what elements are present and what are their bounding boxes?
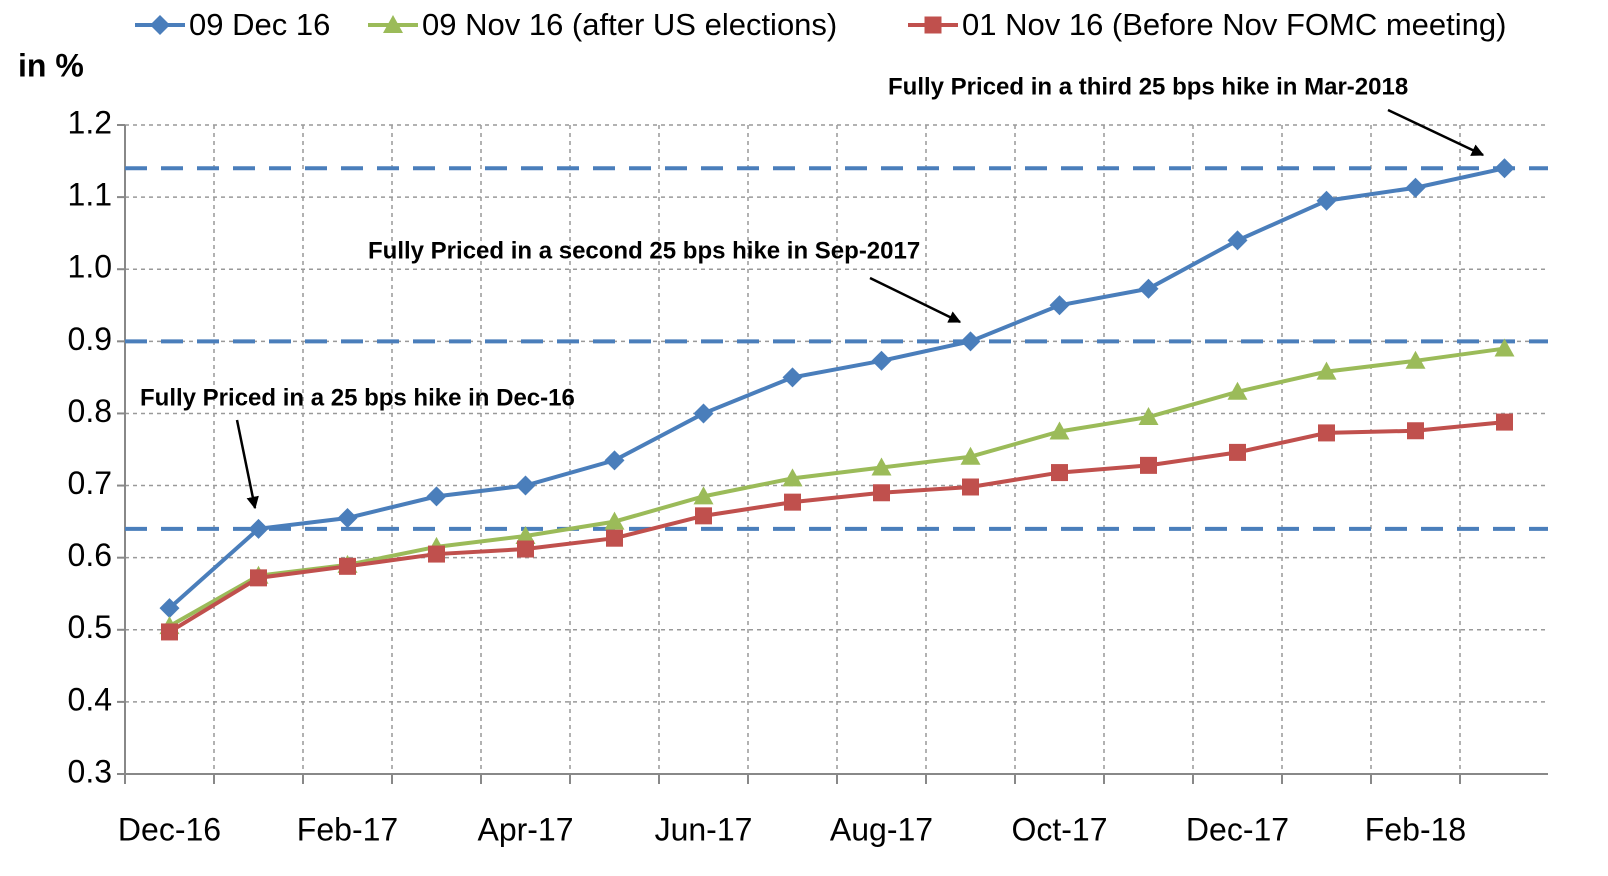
y-tick-label: 0.7 <box>68 465 112 501</box>
marker <box>1227 230 1248 251</box>
marker <box>871 350 892 371</box>
series-line <box>168 346 1505 628</box>
y-tick-label: 0.6 <box>68 537 112 573</box>
legend-label: 01 Nov 16 (Before Nov FOMC meeting) <box>962 7 1506 42</box>
marker <box>1405 177 1426 198</box>
legend-marker <box>924 16 942 34</box>
marker <box>606 529 623 547</box>
marker <box>960 331 981 352</box>
x-tick-label: Oct-17 <box>1011 811 1107 847</box>
marker <box>159 598 180 619</box>
x-tick-label: Aug-17 <box>830 811 933 847</box>
y-tick-label: 1.1 <box>68 177 112 213</box>
marker <box>1140 456 1157 474</box>
y-tick-label: 0.3 <box>68 753 112 789</box>
annotation: Fully Priced in a second 25 bps hike in … <box>368 237 920 264</box>
marker <box>1049 421 1070 440</box>
marker <box>604 450 625 471</box>
legend-marker <box>150 15 170 35</box>
marker <box>782 468 803 487</box>
annotation-arrow <box>869 276 962 324</box>
marker <box>695 507 712 525</box>
marker <box>693 403 714 424</box>
x-tick-label: Apr-17 <box>477 811 573 847</box>
legend-label: 09 Dec 16 <box>189 7 330 42</box>
marker <box>1494 158 1515 179</box>
marker <box>1316 361 1337 380</box>
marker <box>782 367 803 388</box>
marker <box>604 511 625 530</box>
marker <box>1405 350 1426 369</box>
x-tick-label: Dec-16 <box>118 811 221 847</box>
marker <box>517 540 534 558</box>
x-tick-label: Dec-17 <box>1186 811 1289 847</box>
y-tick-label: 0.9 <box>68 321 112 357</box>
marker <box>337 508 358 529</box>
marker <box>515 475 536 496</box>
marker <box>1407 422 1424 440</box>
marker <box>250 569 267 587</box>
annotation: Fully Priced in a 25 bps hike in Dec-16 <box>140 384 575 411</box>
x-tick-label: Feb-18 <box>1365 811 1466 847</box>
marker <box>161 623 178 641</box>
marker <box>1138 407 1159 426</box>
annotation-arrow <box>235 419 259 510</box>
y-tick-label: 0.8 <box>68 393 112 429</box>
marker <box>248 518 269 539</box>
series-line <box>168 420 1505 634</box>
marker <box>515 526 536 545</box>
marker <box>426 486 447 507</box>
x-tick-label: Feb-17 <box>297 811 398 847</box>
legend-marker <box>383 15 403 33</box>
marker <box>1138 278 1159 299</box>
y-axis-label: in % <box>18 47 84 83</box>
annotation-arrow <box>1387 108 1485 157</box>
marker <box>1049 295 1070 316</box>
annotation: Fully Priced in a third 25 bps hike in M… <box>888 73 1408 100</box>
marker <box>871 457 892 476</box>
marker <box>693 486 714 505</box>
y-tick-label: 0.4 <box>68 681 112 717</box>
y-tick-label: 1.2 <box>68 104 112 140</box>
y-tick-label: 1.0 <box>68 249 112 285</box>
marker <box>1316 190 1337 211</box>
marker <box>428 545 445 563</box>
series-line <box>168 166 1505 610</box>
y-tick-label: 0.5 <box>68 609 112 645</box>
marker <box>960 446 981 465</box>
marker <box>1496 413 1513 431</box>
marker <box>1494 338 1515 357</box>
marker <box>1051 464 1068 482</box>
marker <box>339 557 356 575</box>
marker <box>1318 424 1335 442</box>
legend-label: 09 Nov 16 (after US elections) <box>422 7 837 42</box>
marker <box>962 478 979 496</box>
marker <box>1229 443 1246 461</box>
marker <box>873 484 890 502</box>
marker <box>784 493 801 511</box>
x-tick-label: Jun-17 <box>655 811 753 847</box>
marker <box>1227 381 1248 400</box>
